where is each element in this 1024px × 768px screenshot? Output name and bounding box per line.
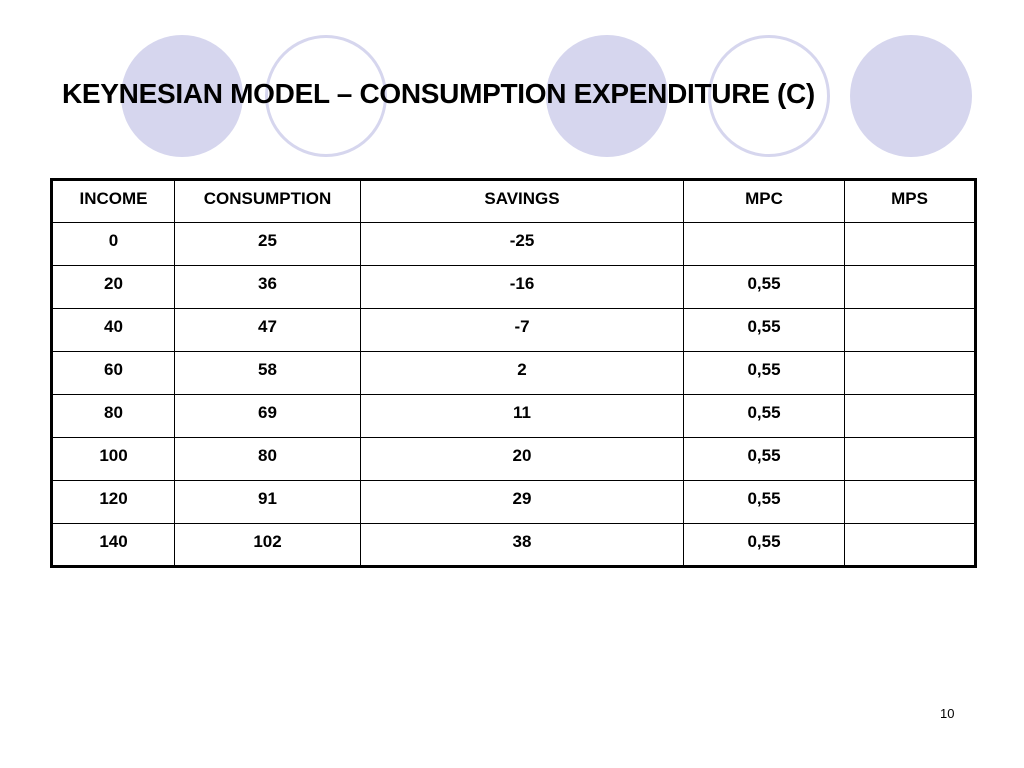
cell-income: 120 bbox=[51, 480, 175, 524]
cell-mps bbox=[844, 523, 976, 567]
cell-consumption: 91 bbox=[174, 480, 361, 524]
cell-consumption: 80 bbox=[174, 437, 361, 481]
table-row: 80 69 11 0,55 bbox=[51, 394, 976, 438]
decorative-circle-3 bbox=[546, 35, 668, 157]
cell-mps bbox=[844, 351, 976, 395]
cell-income: 60 bbox=[51, 351, 175, 395]
table-row: 120 91 29 0,55 bbox=[51, 480, 976, 524]
cell-mps bbox=[844, 437, 976, 481]
cell-mps bbox=[844, 222, 976, 266]
cell-consumption: 36 bbox=[174, 265, 361, 309]
data-table: INCOME CONSUMPTION SAVINGS MPC MPS 0 25 … bbox=[50, 178, 977, 568]
cell-consumption: 102 bbox=[174, 523, 361, 567]
table-row: 20 36 -16 0,55 bbox=[51, 265, 976, 309]
cell-savings: 38 bbox=[360, 523, 684, 567]
cell-mpc: 0,55 bbox=[683, 394, 845, 438]
cell-mps bbox=[844, 308, 976, 352]
cell-mps bbox=[844, 480, 976, 524]
cell-mpc: 0,55 bbox=[683, 523, 845, 567]
decorative-circle-1 bbox=[121, 35, 243, 157]
decorative-circle-5 bbox=[850, 35, 972, 157]
decorative-circle-4 bbox=[708, 35, 830, 157]
table-row: 140 102 38 0,55 bbox=[51, 523, 976, 567]
header-mpc: MPC bbox=[683, 179, 845, 223]
cell-consumption: 25 bbox=[174, 222, 361, 266]
cell-mpc bbox=[683, 222, 845, 266]
cell-mpc: 0,55 bbox=[683, 308, 845, 352]
table-row: 0 25 -25 bbox=[51, 222, 976, 266]
cell-income: 0 bbox=[51, 222, 175, 266]
cell-consumption: 58 bbox=[174, 351, 361, 395]
table-row: 60 58 2 0,55 bbox=[51, 351, 976, 395]
cell-income: 80 bbox=[51, 394, 175, 438]
table-row: 100 80 20 0,55 bbox=[51, 437, 976, 481]
slide-title: KEYNESIAN MODEL – CONSUMPTION EXPENDITUR… bbox=[62, 78, 815, 109]
cell-savings: 11 bbox=[360, 394, 684, 438]
cell-income: 40 bbox=[51, 308, 175, 352]
cell-savings: -25 bbox=[360, 222, 684, 266]
cell-mps bbox=[844, 265, 976, 309]
page-number: 10 bbox=[940, 706, 955, 721]
cell-mpc: 0,55 bbox=[683, 437, 845, 481]
cell-consumption: 47 bbox=[174, 308, 361, 352]
cell-mpc: 0,55 bbox=[683, 351, 845, 395]
header-consumption: CONSUMPTION bbox=[174, 179, 361, 223]
table-row: 40 47 -7 0,55 bbox=[51, 308, 976, 352]
cell-mpc: 0,55 bbox=[683, 480, 845, 524]
cell-savings: 2 bbox=[360, 351, 684, 395]
cell-income: 20 bbox=[51, 265, 175, 309]
cell-savings: 20 bbox=[360, 437, 684, 481]
cell-consumption: 69 bbox=[174, 394, 361, 438]
cell-mps bbox=[844, 394, 976, 438]
cell-savings: -7 bbox=[360, 308, 684, 352]
header-income: INCOME bbox=[51, 179, 175, 223]
table-header-row: INCOME CONSUMPTION SAVINGS MPC MPS bbox=[51, 179, 976, 223]
decorative-circle-2 bbox=[265, 35, 387, 157]
cell-savings: -16 bbox=[360, 265, 684, 309]
cell-mpc: 0,55 bbox=[683, 265, 845, 309]
cell-income: 100 bbox=[51, 437, 175, 481]
cell-income: 140 bbox=[51, 523, 175, 567]
cell-savings: 29 bbox=[360, 480, 684, 524]
header-mps: MPS bbox=[844, 179, 976, 223]
header-savings: SAVINGS bbox=[360, 179, 684, 223]
